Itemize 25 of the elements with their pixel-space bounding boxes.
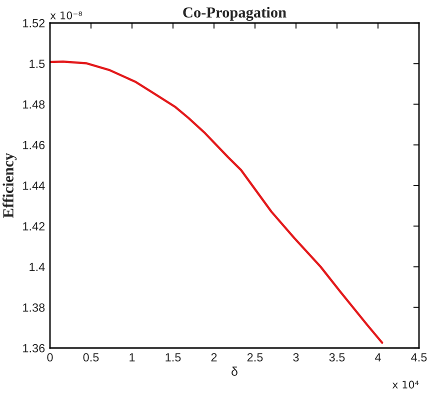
x-tick-label: 4 (374, 353, 381, 362)
x-tick-label: 2.5 (247, 353, 263, 362)
x-tick-label: 1.5 (166, 353, 181, 362)
x-tick-label: 4.5 (411, 353, 427, 362)
x-tick-label: 0.5 (83, 353, 99, 362)
y-tick-label: 1.44 (23, 182, 45, 190)
x-tick-label: 1 (130, 353, 135, 362)
x-tick-label: 3.5 (329, 353, 345, 362)
x-tick-label: 0 (47, 353, 53, 362)
y-tick-label: 1.52 (23, 19, 45, 28)
y-tick-label: 1.46 (23, 140, 45, 150)
x-axis-title: δ (232, 366, 238, 376)
y-tick-label: 1.36 (23, 344, 45, 352)
x-tick-label: 3 (293, 353, 299, 362)
chart-title: Co-Propagation (183, 6, 286, 21)
y-tick-label: 1.4 (30, 262, 45, 272)
y-tick-label: 1.48 (23, 100, 45, 109)
x-tick-label: 2 (211, 353, 217, 362)
y-axis-title: Efficiency (2, 152, 17, 218)
y-tick-label: 1.42 (23, 222, 45, 230)
y-tick-label: 1.38 (23, 303, 45, 312)
text: x 10⁻⁸ (50, 11, 82, 20)
text: x 10⁴ (392, 380, 419, 389)
y-tick-label: 1.5 (30, 60, 45, 68)
line-series (50, 60, 384, 344)
